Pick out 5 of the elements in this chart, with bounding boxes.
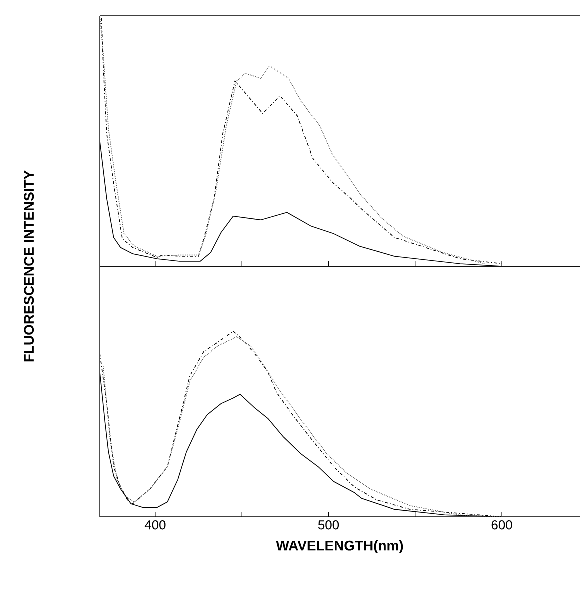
x-tick-label: 500 [318,520,340,530]
x-tick-label: 600 [492,520,512,530]
x-axis-title: WAVELENGTH(nm) [276,540,404,554]
y-axis-title: FLUORESCENCE INTENSITY [24,170,34,362]
x-tick-label: 400 [144,520,166,530]
